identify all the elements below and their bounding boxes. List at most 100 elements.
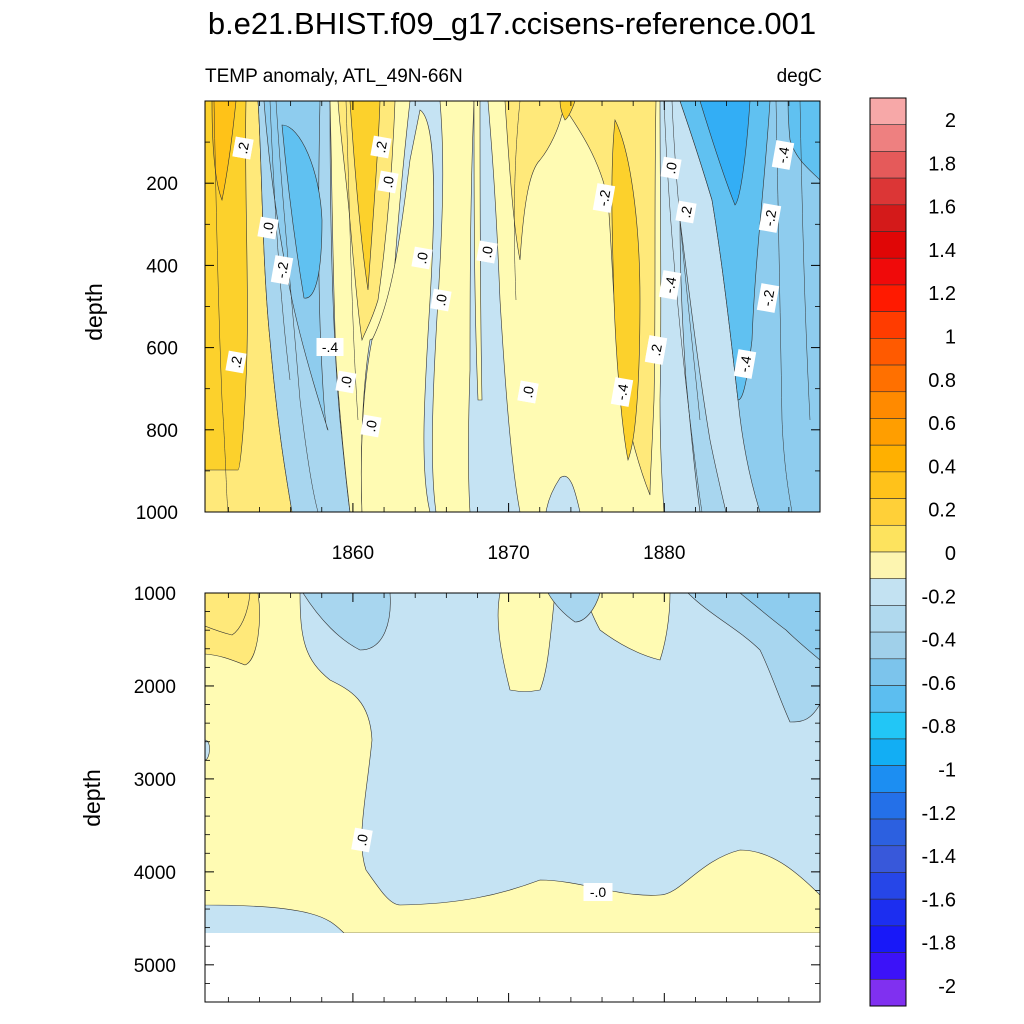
lower-contour-label-box <box>583 883 613 901</box>
upper-contour-label-text: -.4 <box>613 382 632 401</box>
upper-contour-line <box>514 101 521 301</box>
lower-depth-panel: 1000 2000 3000 4000 5000 .0 -.0 depth <box>79 584 821 1003</box>
upper-contour-band <box>679 101 771 401</box>
upper-y-axis-title: depth <box>81 283 107 341</box>
upper-contour-label: .2 <box>370 135 392 159</box>
upper-contour-band <box>281 124 323 299</box>
upper-contour-line <box>275 101 319 512</box>
upper-contour-label-text: .0 <box>362 419 380 433</box>
colorbar-swatch <box>869 364 907 393</box>
colorbar-swatch <box>869 204 907 232</box>
lower-y-axis-title: depth <box>79 769 105 827</box>
lower-y-tick-label: 1000 <box>134 584 176 605</box>
lower-contour-label-text: .0 <box>353 833 371 847</box>
upper-contour-label-text: -.4 <box>736 354 755 373</box>
upper-contour-band <box>473 101 483 401</box>
upper-contour-label-text: .2 <box>227 355 245 369</box>
upper-contour-label-box <box>411 246 433 270</box>
colorbar-tick-label: -0.6 <box>922 673 956 695</box>
colorbar-tick-label: -1.4 <box>922 846 956 868</box>
upper-y-tick-label: 1000 <box>136 503 178 524</box>
colorbar-swatch <box>869 444 907 473</box>
upper-contour-label-text: .0 <box>662 161 680 175</box>
upper-contour-label-box <box>610 377 634 407</box>
colorbar-tick-label: -0.2 <box>922 586 956 608</box>
upper-contour-label-box <box>517 380 539 404</box>
colorbar-tick-label: 0.2 <box>928 500 956 522</box>
colorbar-swatch <box>869 605 907 633</box>
upper-contour-band <box>611 118 641 462</box>
upper-contour-label-text: .2 <box>234 141 252 155</box>
colorbar-tick-label: 1.8 <box>928 153 956 175</box>
colorbar-swatch <box>869 898 907 927</box>
upper-contour-band <box>787 101 820 181</box>
colorbar-tick-label: 0.8 <box>928 370 956 392</box>
upper-contour-label: .2 <box>225 350 247 374</box>
upper-contour-label: -.2 <box>758 203 782 233</box>
upper-contour-label: .0 <box>360 414 382 438</box>
upper-contour-label-box <box>756 283 780 313</box>
upper-contour-label: .0 <box>335 370 357 394</box>
colorbar-tick-label: -1.6 <box>922 889 956 911</box>
upper-contour-label-text: .2 <box>677 205 695 219</box>
colorbar-swatch <box>869 471 907 499</box>
upper-contour-label-text: .0 <box>379 175 397 189</box>
colorbar-swatch <box>869 124 907 152</box>
upper-contour-label-text: .0 <box>519 385 537 399</box>
upper-contour-line <box>671 101 701 421</box>
upper-contour-label-text: .2 <box>372 140 390 154</box>
colorbar-tick-label: -1 <box>938 760 956 782</box>
upper-contour-label-text: .0 <box>478 245 496 259</box>
upper-contour-label-box <box>476 240 498 264</box>
upper-contour-label-box <box>758 203 782 233</box>
lower-contour-band <box>205 593 251 636</box>
colorbar-swatch <box>869 257 907 286</box>
upper-contour-label-box <box>377 170 399 194</box>
upper-contour-label: .0 <box>660 156 682 180</box>
lower-contour-band <box>302 593 391 651</box>
upper-contour-label-box <box>225 350 247 374</box>
upper-contour-label: .0 <box>377 170 399 194</box>
colorbar-swatch <box>869 818 907 847</box>
upper-contour-label-text: .2 <box>647 343 665 357</box>
colorbar-swatch <box>869 631 907 660</box>
lower-contour-label: .0 <box>351 827 373 853</box>
colorbar-swatch <box>869 685 907 713</box>
colorbar-swatch <box>869 952 907 980</box>
upper-contour-label: -.2 <box>756 283 780 313</box>
colorbar-swatch <box>869 498 907 526</box>
upper-contour-label-box <box>430 288 452 312</box>
upper-contour-label: -.4 <box>733 349 757 379</box>
upper-contour-label-box <box>675 200 697 224</box>
panel-subtitle-left: TEMP anomaly, ATL_49N-66N <box>205 66 463 87</box>
upper-depth-panel: 200 400 600 800 1000 1860 1870 1880 .2 .0 -.2 -.4… <box>81 100 821 564</box>
colorbar-tick-label: 0.6 <box>928 413 956 435</box>
upper-contour-label-text: -.2 <box>759 288 778 307</box>
upper-contour-label: -.4 <box>658 270 682 300</box>
lower-contour-band <box>497 593 556 692</box>
lower-contour-labels: .0 -.0 <box>351 827 613 901</box>
colorbar-tick-label: 0 <box>945 543 956 565</box>
upper-contour-label: -.2 <box>270 255 294 285</box>
upper-contour-band <box>205 101 248 471</box>
colorbar-frame <box>869 97 907 1007</box>
colorbar-swatch <box>869 658 907 686</box>
colorbar-swatch <box>869 97 907 126</box>
upper-y-tick-label: 400 <box>146 256 178 277</box>
upper-contour-label-text: -.4 <box>774 145 793 164</box>
upper-contour-label: .0 <box>430 288 452 312</box>
upper-x-axis: 1860 1870 1880 <box>227 101 790 564</box>
upper-contour-label: -.4 <box>610 377 634 407</box>
lower-contour-label-box <box>351 827 373 853</box>
upper-contour-label: .0 <box>517 380 539 404</box>
upper-x-tick-label: 1880 <box>643 543 685 564</box>
upper-contour-line <box>213 101 229 512</box>
upper-contour-band <box>699 101 751 206</box>
colorbar-swatch <box>869 845 907 873</box>
upper-contour-labels: .2.0-.2-.4.2.0.0.0.0.0.2.2.2-.2-.4.0.2-.… <box>225 135 795 438</box>
upper-contour-label: .2 <box>645 338 667 362</box>
colorbar-swatch <box>869 711 907 740</box>
lower-y-tick-label: 5000 <box>134 956 176 977</box>
upper-contour-label-box <box>645 338 667 362</box>
